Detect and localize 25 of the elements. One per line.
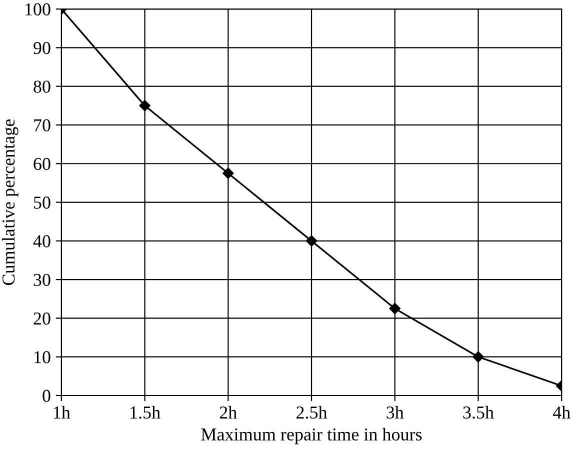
- y-tick-label: 0: [42, 390, 50, 402]
- y-axis-title: Cumulative percentage: [2, 119, 18, 286]
- point: [472, 351, 484, 362]
- y-tick-label: 20: [34, 312, 50, 325]
- x-tick-label: 2.5h: [296, 406, 328, 419]
- x-tick-label: 4h: [552, 406, 570, 418]
- y-tick-label: 10: [34, 351, 50, 364]
- x-tick-label: 3h: [386, 406, 404, 419]
- y-tick-label: 100: [26, 3, 50, 16]
- point: [389, 302, 400, 314]
- y-tick-label: 80: [34, 80, 50, 93]
- x-tick-label: 3.5h: [463, 406, 494, 419]
- y-tick-label: 30: [34, 274, 50, 286]
- point: [222, 168, 234, 179]
- y-tick-label: 70: [34, 119, 50, 132]
- x-axis-title: Maximum repair time in hours: [201, 428, 422, 444]
- y-tick-label: 50: [34, 196, 50, 209]
- point: [306, 235, 318, 247]
- y-tick-label: 90: [34, 42, 50, 54]
- x-tick-label: 1h: [54, 406, 70, 418]
- y-tick-label: 60: [34, 158, 50, 170]
- x-tick-label: 1.5h: [130, 406, 160, 419]
- x-tick-label: 2h: [220, 406, 237, 418]
- y-tick-label: 40: [33, 235, 50, 248]
- point: [139, 100, 150, 112]
